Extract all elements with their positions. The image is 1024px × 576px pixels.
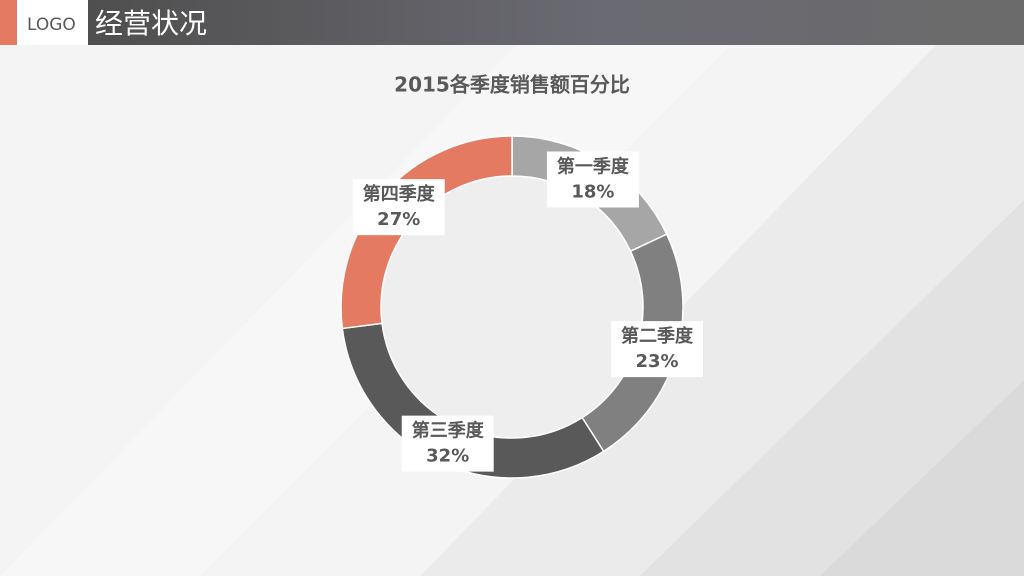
label-box [401, 415, 494, 472]
label-value: 18% [571, 182, 614, 203]
plot: 第一季度 18% 第二季度 23% 第三季度 32% 第四季度 27% [340, 135, 704, 479]
data-label: 第三季度 32% [401, 415, 494, 472]
logo: LOGO [27, 15, 76, 35]
data-label: 第二季度 23% [611, 321, 704, 378]
label-value: 23% [635, 351, 678, 372]
label-box [352, 179, 445, 236]
data-label: 第四季度 27% [352, 179, 445, 236]
data-label: 第一季度 18% [546, 151, 639, 208]
header-bar [88, 0, 1024, 45]
accent [0, 0, 17, 45]
label-box [611, 321, 704, 378]
label-category: 第二季度 [621, 325, 694, 347]
label-value: 32% [426, 446, 469, 467]
label-category: 第四季度 [363, 183, 436, 205]
label-category: 第三季度 [412, 420, 485, 442]
page-title: 经营状况 [95, 7, 207, 40]
label-value: 27% [377, 209, 420, 230]
label-box [546, 151, 639, 208]
label-category: 第一季度 [557, 156, 630, 178]
chart-title: 2015各季度销售额百分比 [394, 73, 630, 97]
donut-hole [381, 176, 643, 438]
stripe [820, 380, 1024, 576]
